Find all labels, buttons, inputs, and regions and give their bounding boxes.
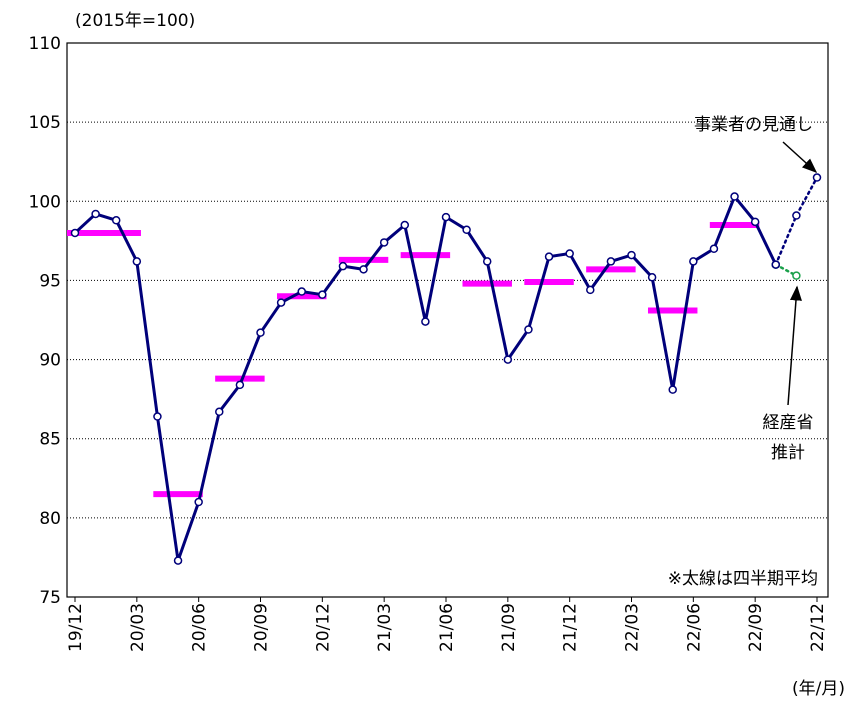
- point: [544, 252, 554, 261]
- point: [668, 385, 677, 394]
- x-tick-label: 21/06: [437, 603, 457, 652]
- y-tick-label: 95: [39, 271, 61, 291]
- point: [421, 317, 430, 326]
- point: [338, 261, 348, 271]
- x-tick-label: 21/12: [561, 603, 581, 652]
- x-tick-label: 20/06: [190, 603, 210, 652]
- x-tick-label: 20/12: [313, 603, 333, 652]
- point: [441, 212, 451, 222]
- point: [606, 257, 616, 266]
- point: [565, 249, 574, 258]
- point: [70, 228, 80, 238]
- point: [462, 225, 471, 235]
- y-tick-label: 105: [29, 113, 61, 133]
- point: [812, 173, 822, 182]
- point: [750, 217, 760, 227]
- subtitle: (2015年=100): [75, 11, 195, 31]
- point: [297, 287, 306, 296]
- annotation: 経産省: [763, 413, 814, 433]
- x-tick-label: 20/03: [128, 603, 148, 652]
- annotation: 推計: [771, 443, 805, 463]
- point: [91, 209, 100, 219]
- point: [524, 325, 533, 334]
- x-tick-label: 21/03: [375, 603, 395, 652]
- arrow: [787, 285, 802, 406]
- point: [256, 328, 265, 337]
- x-tick-label: 19/12: [66, 603, 86, 652]
- point: [215, 407, 224, 417]
- annotation: ※太線は四半期平均: [668, 569, 818, 589]
- y-tick-label: 100: [29, 192, 61, 212]
- y-tick-label: 80: [39, 509, 61, 529]
- y-tick-label: 75: [39, 588, 61, 608]
- point: [276, 298, 286, 307]
- series-line: [73, 193, 778, 562]
- plot-border: [66, 42, 829, 598]
- point: [503, 355, 513, 364]
- x-unit-label: (年/月): [792, 679, 845, 699]
- y-tick-label: 110: [29, 34, 61, 54]
- point: [482, 257, 492, 266]
- x-tick-label: 20/09: [252, 603, 272, 652]
- series-line: [774, 176, 819, 266]
- x-tick-label: 22/09: [746, 603, 766, 652]
- point: [132, 257, 142, 266]
- arrow: [782, 141, 818, 174]
- point: [730, 192, 739, 201]
- point: [153, 412, 162, 421]
- point: [586, 285, 595, 295]
- point: [111, 216, 121, 225]
- point: [689, 257, 698, 266]
- x-tick-label: 22/12: [808, 603, 828, 652]
- point: [627, 250, 636, 260]
- point: [647, 273, 657, 282]
- point: [194, 497, 203, 507]
- point: [709, 244, 719, 254]
- point: [379, 238, 389, 247]
- point: [400, 220, 410, 230]
- y-tick-label: 85: [39, 430, 61, 450]
- point: [235, 380, 245, 390]
- point: [792, 211, 801, 220]
- x-tick-label: 22/03: [623, 603, 643, 652]
- point: [318, 290, 327, 299]
- point: [359, 265, 368, 274]
- x-tick-label: 22/06: [684, 603, 704, 652]
- point: [792, 271, 801, 280]
- point: [173, 556, 183, 565]
- point: [771, 260, 781, 269]
- annotation: 事業者の見通し: [694, 115, 813, 135]
- x-tick-label: 21/09: [499, 603, 519, 652]
- y-tick-label: 90: [39, 351, 61, 371]
